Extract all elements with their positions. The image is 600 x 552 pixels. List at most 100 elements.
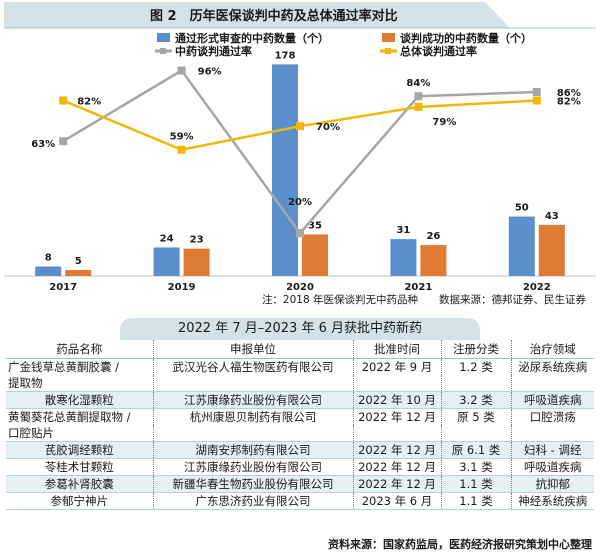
plot-area: 8 24 178 31 50 5 23 35 26 43 2017 2019 2020 2021 2022 6…	[4, 50, 596, 293]
total-rate-label: 59%	[170, 132, 194, 143]
table-row: 苓桂术甘颗粒 江苏康缘药业股份有限公司 2022 年 12 月 3.1 类呼吸道疾病	[6, 458, 594, 476]
cell-approval-date: 2022 年 12 月	[353, 441, 442, 459]
tcm-rate-label: 20%	[288, 197, 312, 208]
table-row: 参葛补肾胶囊 新疆华春生物药业股份有限公司 2022 年 12 月 1.1 类抗抑郁	[6, 475, 594, 493]
legend-marker-tcm-rate	[160, 48, 166, 54]
cell-therapeutic-area: 呼吸道疾病	[511, 391, 594, 409]
cell-therapeutic-area: 抗抑郁	[511, 475, 594, 493]
bar-review-2022	[508, 216, 535, 276]
cell-approval-date: 2022 年 12 月	[353, 475, 442, 493]
table-header-row: 药品名称 申报单位 批准时间 注册分类 治疗领域	[6, 340, 594, 359]
tcm-rate-label: 96%	[198, 67, 222, 78]
legend-label-total-rate: 总体谈判通过率	[400, 44, 477, 58]
tcm-rate-label: 63%	[31, 139, 55, 150]
header-drug-name: 药品名称	[6, 340, 154, 359]
total-rate-marker	[177, 145, 186, 154]
cell-applicant: 江苏康缘药业股份有限公司	[153, 458, 354, 476]
table-row: 口腔贴片	[6, 425, 594, 442]
bar-success-2020	[302, 234, 328, 276]
tcm-rate-label: 86%	[557, 88, 581, 99]
x-tick-label: 2019	[168, 282, 196, 293]
table-row: 提取物	[6, 375, 594, 392]
cell-drug-name: 芪胶调经颗粒	[6, 441, 154, 459]
cell-applicant: 江苏康缘药业股份有限公司	[153, 391, 354, 409]
total-rate-marker	[59, 96, 68, 105]
cell-therapeutic-area: 妇科 - 调经	[511, 441, 594, 459]
table-section: 2022 年 7 月–2023 年 6 月获批中药新药 药品名称 申报单位 批准…	[0, 318, 600, 552]
cell-therapeutic-area: 呼吸道疾病	[511, 458, 594, 476]
header-therapeutic-area: 治疗领域	[511, 340, 594, 359]
legend-swatch-bar-review	[157, 33, 170, 42]
bar-review-2020	[272, 64, 298, 276]
chart-note: 注：2018 年医保谈判无中药品种 数据来源：德邦证券、民生证券	[262, 293, 587, 306]
bar-value-label: 24	[160, 233, 174, 244]
line-tcm-rate	[62, 68, 537, 236]
tcm-rate-marker	[59, 137, 68, 146]
chart-title: 图 2 历年医保谈判中药及总体通过率对比	[150, 8, 398, 24]
legend-label-tcm-rate: 中药谈判通过率	[175, 44, 252, 58]
tcm-rate-label: 84%	[406, 78, 430, 89]
total-rate-label: 70%	[316, 122, 340, 133]
cell-therapeutic-area	[511, 425, 594, 442]
cell-applicant: 湖南安邦制药有限公司	[153, 441, 354, 459]
bar-review-2021	[390, 239, 417, 276]
cell-drug-name: 参郁宁神片	[6, 492, 154, 510]
legend-marker-total-rate	[385, 48, 391, 54]
legend-swatch-bar-success	[382, 33, 395, 42]
cell-approval-date	[353, 375, 442, 392]
bar-success-2021	[420, 245, 447, 276]
header-approval-date: 批准时间	[353, 340, 442, 359]
total-rate-marker	[296, 122, 304, 131]
cell-applicant: 武汉光谷人福生物医药有限公司	[153, 358, 354, 375]
table-row: 参郁宁神片 广东思济药业有限公司 2023 年 6 月 1.1 类神经系统疾病	[6, 492, 594, 510]
chart-section: 图 2 历年医保谈判中药及总体通过率对比 通过形式审查的中药数量（个） 谈判成功…	[4, 2, 596, 306]
cell-drug-name: 口腔贴片	[6, 425, 154, 442]
bar-value-label: 31	[396, 225, 410, 236]
cell-registration-class: 1.1 类	[441, 492, 512, 510]
cell-applicant: 广东思济药业有限公司	[153, 492, 354, 510]
bar-value-label: 5	[75, 256, 82, 267]
table-title: 2022 年 7 月–2023 年 6 月获批中药新药	[120, 318, 480, 340]
bar-success-2022	[538, 224, 565, 276]
cell-drug-name: 苓桂术甘颗粒	[6, 458, 154, 476]
cell-registration-class: 原 6.1 类	[441, 441, 512, 459]
cell-therapeutic-area: 口腔溃疡	[511, 408, 594, 425]
cell-drug-name: 散寒化湿颗粒	[6, 391, 154, 409]
x-tick-label: 2021	[404, 282, 432, 293]
legend-label-bar-success: 谈判成功的中药数量（个）	[400, 31, 532, 45]
cell-applicant	[153, 375, 354, 392]
table-row: 芪胶调经颗粒 湖南安邦制药有限公司 2022 年 12 月原 6.1 类妇科 - 调…	[6, 441, 594, 459]
total-rate-marker	[532, 96, 541, 105]
bar-value-label: 26	[426, 231, 440, 242]
bar-value-label: 23	[190, 235, 204, 246]
chart-title-bar	[4, 2, 510, 28]
cell-drug-name: 黄蜀葵花总黄酮提取物 /	[6, 408, 154, 425]
x-tick-label: 2020	[286, 282, 314, 293]
table-row: 广金钱草总黄酮胶囊 / 武汉光谷人福生物医药有限公司 2022 年 9 月 1.2 类…	[6, 358, 594, 375]
x-tick-label: 2022	[523, 282, 551, 293]
bar-success-2017	[65, 270, 92, 276]
drug-table: 药品名称 申报单位 批准时间 注册分类 治疗领域 广金钱草总黄酮胶囊 / 武汉光谷…	[6, 340, 594, 510]
cell-approval-date: 2022 年 12 月	[353, 458, 442, 476]
cell-registration-class: 3.1 类	[441, 458, 512, 476]
cell-drug-name: 参葛补肾胶囊	[6, 475, 154, 493]
bar-value-label: 43	[545, 211, 559, 222]
x-tick-label: 2017	[49, 282, 77, 293]
table-source: 资料来源：国家药监局，医药经济报研究策划中心整理	[328, 538, 592, 551]
total-rate-label: 79%	[432, 117, 456, 128]
tcm-rate-marker	[414, 92, 423, 101]
tcm-rate-marker	[532, 87, 541, 96]
cell-drug-name: 提取物	[6, 375, 154, 392]
total-rate-label: 82%	[77, 97, 101, 108]
tcm-rate-marker	[177, 66, 186, 75]
chart-svg: 图 2 历年医保谈判中药及总体通过率对比 通过形式审查的中药数量（个） 谈判成功…	[4, 2, 596, 306]
cell-approval-date: 2023 年 6 月	[353, 492, 442, 510]
cell-applicant	[153, 425, 354, 442]
legend-label-bar-review: 通过形式审查的中药数量（个）	[175, 31, 329, 45]
total-rate-marker	[414, 102, 423, 111]
cell-drug-name: 广金钱草总黄酮胶囊 /	[6, 358, 154, 375]
cell-registration-class	[441, 425, 512, 442]
cell-approval-date: 2022 年 10 月	[353, 391, 442, 409]
cell-therapeutic-area: 神经系统疾病	[511, 492, 594, 510]
cell-registration-class: 3.2 类	[441, 391, 512, 409]
